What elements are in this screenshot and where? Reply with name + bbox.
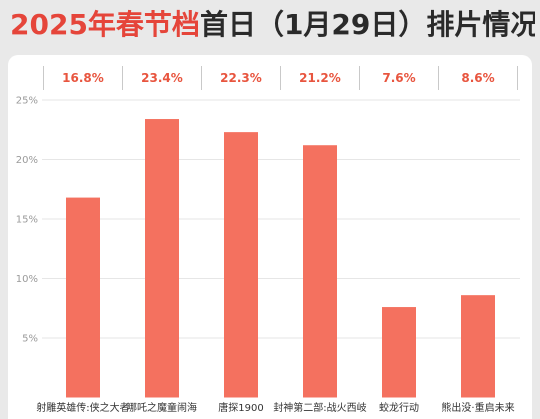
y-tick-label: 5%	[22, 334, 38, 345]
category-label: 射雕英雄传:侠之大者	[36, 401, 129, 414]
data-label: 7.6%	[382, 71, 415, 85]
bar	[382, 307, 416, 398]
category-label: 熊出没·重启未来	[441, 401, 514, 414]
bar	[461, 295, 495, 398]
data-label: 8.6%	[461, 71, 494, 85]
data-labels: 16.8% 23.4% 22.3% 21.2% 7.6% 8.6%	[62, 71, 494, 85]
category-label: 唐探1900	[218, 401, 263, 414]
bars	[66, 119, 495, 398]
category-label: 蛟龙行动	[379, 401, 419, 414]
bar	[145, 119, 179, 398]
y-tick-label: 10%	[16, 274, 38, 285]
data-label: 16.8%	[62, 71, 104, 85]
bar	[66, 197, 100, 398]
data-label: 21.2%	[299, 71, 341, 85]
data-label-separators	[43, 66, 518, 90]
category-label: 哪吒之魔童闹海	[127, 401, 197, 414]
y-axis-tick-labels: 5% 10% 15% 20% 25%	[16, 96, 38, 345]
chart-title: 2025年春节档首日（1月29日）排片情况	[10, 6, 535, 46]
bar	[303, 145, 337, 398]
y-tick-label: 15%	[16, 215, 38, 226]
gridlines	[42, 99, 520, 339]
chart-title-rest: 首日（1月29日）排片情况	[199, 8, 535, 41]
data-label: 22.3%	[220, 71, 262, 85]
bar	[224, 132, 258, 398]
chart-title-highlight: 2025年春节档	[10, 8, 200, 41]
y-tick-label: 25%	[16, 96, 38, 107]
data-label: 23.4%	[141, 71, 183, 85]
category-label: 封神第二部:战火西岐	[273, 401, 366, 414]
y-tick-label: 20%	[16, 155, 38, 166]
